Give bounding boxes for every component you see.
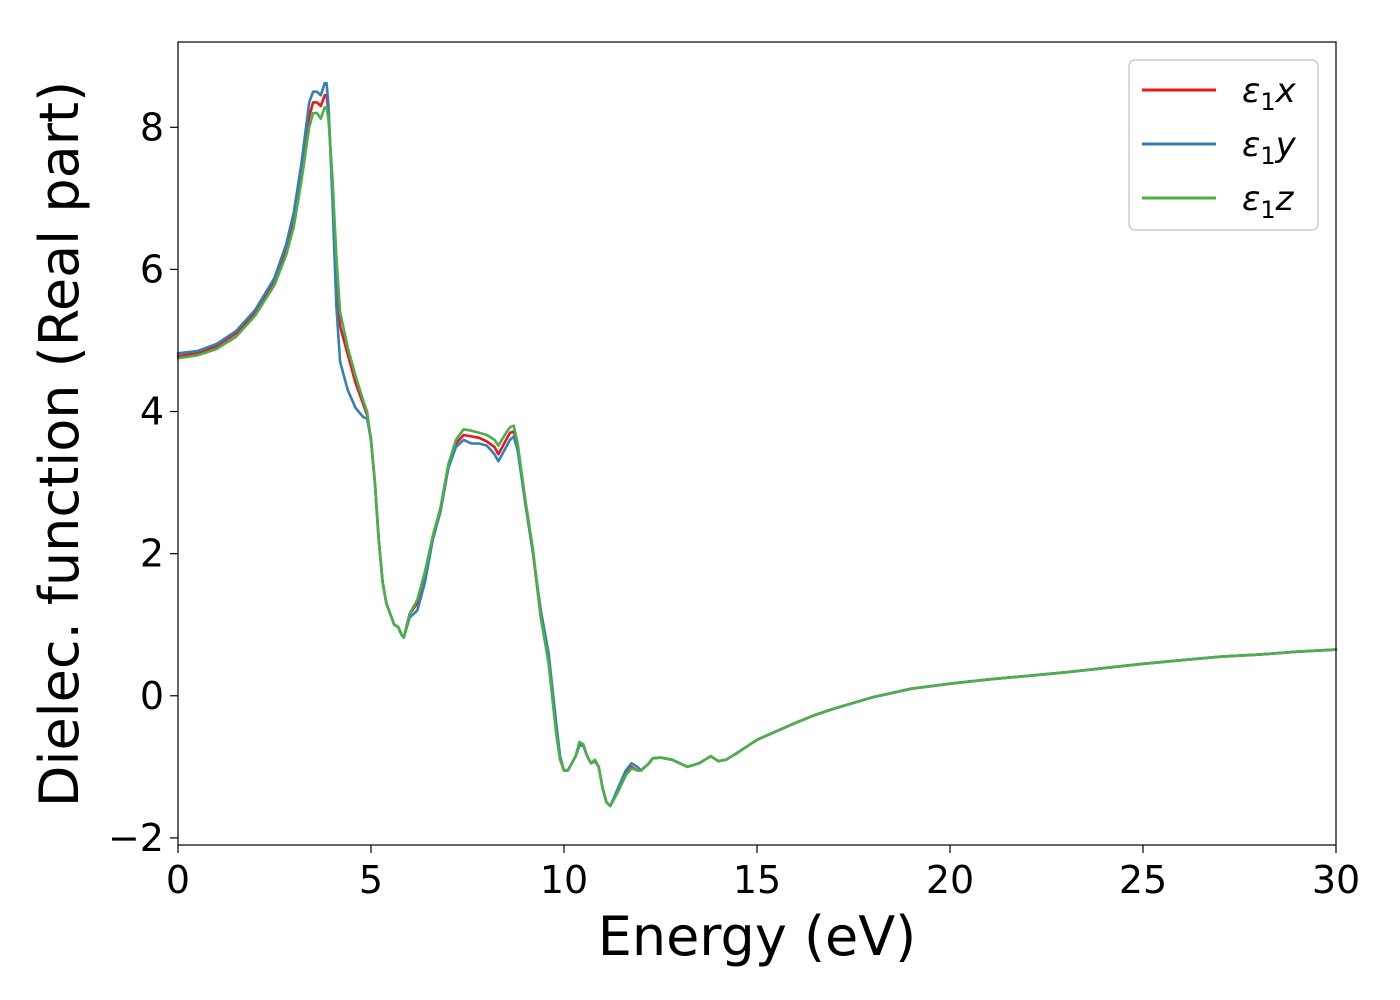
y-tick-label: 8: [140, 105, 164, 149]
legend-label-x: ε1x: [1242, 71, 1297, 116]
x-tick-label: 10: [540, 858, 588, 902]
legend-label-y: ε1y: [1242, 125, 1297, 170]
y-tick-label: 4: [140, 390, 164, 434]
legend: ε1x ε1y ε1z: [1128, 59, 1319, 231]
series-line-z: [176, 106, 1338, 808]
x-axis-label: Energy (eV): [598, 905, 917, 968]
x-tick-label: 30: [1312, 858, 1360, 902]
series-lines: [176, 81, 1338, 808]
x-tick-label: 0: [166, 858, 190, 902]
legend-frame: [1128, 59, 1319, 231]
y-tick-label: 0: [140, 674, 164, 718]
y-tick-label: −2: [108, 816, 164, 860]
y-axis-ticks: −2 0 2 4 6 8: [108, 105, 178, 860]
y-axis-label: Dielec. function (Real part): [28, 81, 91, 807]
x-tick-label: 25: [1119, 858, 1167, 902]
x-axis-ticks: 0 5 10 15 20 25 30: [166, 845, 1360, 902]
x-tick-label: 15: [733, 858, 781, 902]
x-tick-label: 20: [926, 858, 974, 902]
x-tick-label: 5: [359, 858, 383, 902]
y-tick-label: 6: [140, 247, 164, 291]
legend-label-z: ε1z: [1242, 179, 1295, 224]
y-tick-label: 2: [140, 532, 164, 576]
